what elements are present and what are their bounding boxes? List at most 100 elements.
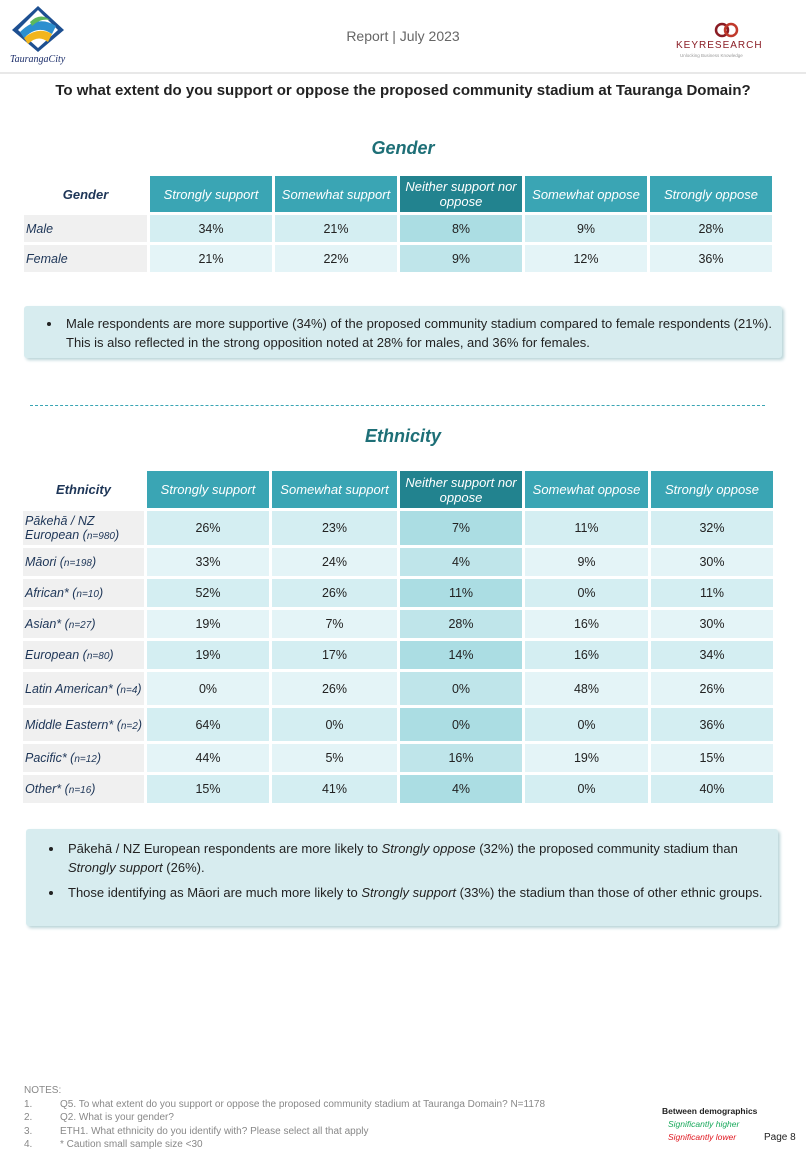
table-cell: 15% [147,775,269,803]
notes-title: NOTES: [24,1085,62,1096]
sample-size: n=198 [63,558,92,569]
col-header-somewhat-oppose: Somewhat oppose [525,471,648,508]
report-title: Report | July 2023 [346,28,460,44]
row-label-text: Middle Eastern* ( [25,717,121,732]
table-cell: 11% [525,511,648,545]
table-cell: 24% [272,548,397,576]
note-item: 1. Q5. To what extent do you support or o… [24,1098,545,1112]
table-cell: 34% [150,215,272,242]
table-cell: 0% [147,672,269,705]
bullet-text-part: Strongly support [68,860,163,875]
row-label-text: Pacific* ( [25,751,75,765]
table-row: Pacific* (n=12) 44% 5% 16% 19% 15% [23,744,773,772]
row-label-close: ) [114,528,120,542]
table-cell: 41% [272,775,397,803]
col-header-strongly-support: Strongly support [150,176,272,212]
page-number: Page 8 [764,1132,796,1143]
note-item: 3. ETH1. What ethnicity do you identify w… [24,1125,545,1139]
note-text: Q2. What is your gender? [60,1112,174,1123]
table-cell: 19% [147,641,269,669]
table-cell: 26% [147,511,269,545]
row-label: Male [24,215,147,242]
tauranga-logo-mark-icon [12,6,64,52]
table-cell: 44% [147,744,269,772]
table-cell: 0% [525,579,648,607]
legend-title: Between demographics [662,1106,758,1116]
tauranga-city-logo: TaurangaCity [8,4,82,68]
col-header-strongly-oppose: Strongly oppose [651,471,773,508]
col-header-somewhat-oppose: Somewhat oppose [525,176,647,212]
table-cell: 16% [525,610,648,638]
table-row: Female 21% 22% 9% 12% 36% [24,245,772,272]
note-item: 2. Q2. What is your gender? [24,1111,545,1125]
table-cell: 32% [651,511,773,545]
table-cell: 19% [147,610,269,638]
row-label-text: European ( [25,648,87,662]
table-cell: 11% [400,579,522,607]
table-row: African* (n=10) 52% 26% 11% 0% 11% [23,579,773,607]
col-header-neither: Neither support nor oppose [400,471,522,508]
keyresearch-logo: KEYRESEARCH Unlocking Business Knowledge [668,22,786,66]
row-label: Māori (n=198) [23,548,144,576]
table-cell: 0% [272,708,397,741]
table-cell: 26% [651,672,773,705]
row-label-close: ) [92,555,97,569]
note-number: 4. [24,1139,33,1150]
header-divider [0,72,806,74]
row-label: Pākehā / NZ European (n=980) [23,511,144,545]
table-cell: 21% [150,245,272,272]
row-label-text: Other* ( [25,782,69,796]
row-label-close: ) [98,586,104,600]
ethnicity-section-title: Ethnicity [364,426,441,446]
table-cell: 9% [525,548,648,576]
table-cell: 28% [400,610,522,638]
bullet-text-part: (33%) the stadium than those of other et… [456,885,763,900]
gender-table: Gender Strongly support Somewhat support… [21,173,775,275]
sample-size: n=80 [86,651,110,662]
table-row: Male 34% 21% 8% 9% 28% [24,215,772,242]
table-cell: 14% [400,641,522,669]
ethnicity-table: Ethnicity Strongly support Somewhat supp… [20,468,776,806]
sample-size: n=980 [86,531,115,542]
table-cell: 26% [272,579,397,607]
row-label-text: Asian* ( [25,617,69,631]
sample-size: n=10 [76,589,99,600]
keyresearch-rings-icon [714,22,739,38]
row-label-close: ) [91,617,96,631]
table-cell: 36% [650,245,772,272]
table-cell: 36% [651,708,773,741]
table-cell: 16% [525,641,648,669]
table-cell: 22% [275,245,397,272]
row-label-close: ) [109,648,114,662]
ethnicity-insight-box: Pākehā / NZ European respondents are mor… [26,829,778,926]
table-cell: 30% [651,548,773,576]
table-row: European (n=80) 19% 17% 14% 16% 34% [23,641,773,669]
gender-insight-bullet: Male respondents are more supportive (34… [62,314,782,352]
table-row: Middle Eastern* (n=2) 64% 0% 0% 0% 36% [23,708,773,741]
note-text: ETH1. What ethnicity do you identify wit… [60,1125,369,1137]
table-cell: 0% [525,775,648,803]
table-cell: 33% [147,548,269,576]
note-item: 4. * Caution small sample size <30 [24,1138,545,1152]
table-row: Pākehā / NZ European (n=980) 26% 23% 7% 11% 3… [23,511,773,545]
row-label-text: Pākehā / NZ European ( [25,514,95,542]
sample-size: n=4 [120,684,138,696]
ethnicity-corner-header: Ethnicity [23,471,144,508]
table-cell: 9% [400,245,522,272]
gender-corner-header: Gender [24,176,147,212]
row-label: Female [24,245,147,272]
bullet-text-part: Strongly oppose [381,841,476,856]
bullet-text-part: (32%) the proposed community stadium tha… [475,841,738,856]
ethnicity-insight-bullet: Those identifying as Māori are much more… [64,883,778,902]
row-label: Other* (n=16) [23,775,144,803]
table-row: Other* (n=16) 15% 41% 4% 0% 40% [23,775,773,803]
table-cell: 8% [400,215,522,242]
col-header-somewhat-support: Somewhat support [272,471,397,508]
table-cell: 15% [651,744,773,772]
survey-question: To what extent do you support or oppose … [55,82,751,99]
significance-legend: Between demographics Significantly highe… [662,1105,757,1144]
table-cell: 34% [651,641,773,669]
table-cell: 7% [272,610,397,638]
section-divider [30,405,765,406]
table-cell: 52% [147,579,269,607]
